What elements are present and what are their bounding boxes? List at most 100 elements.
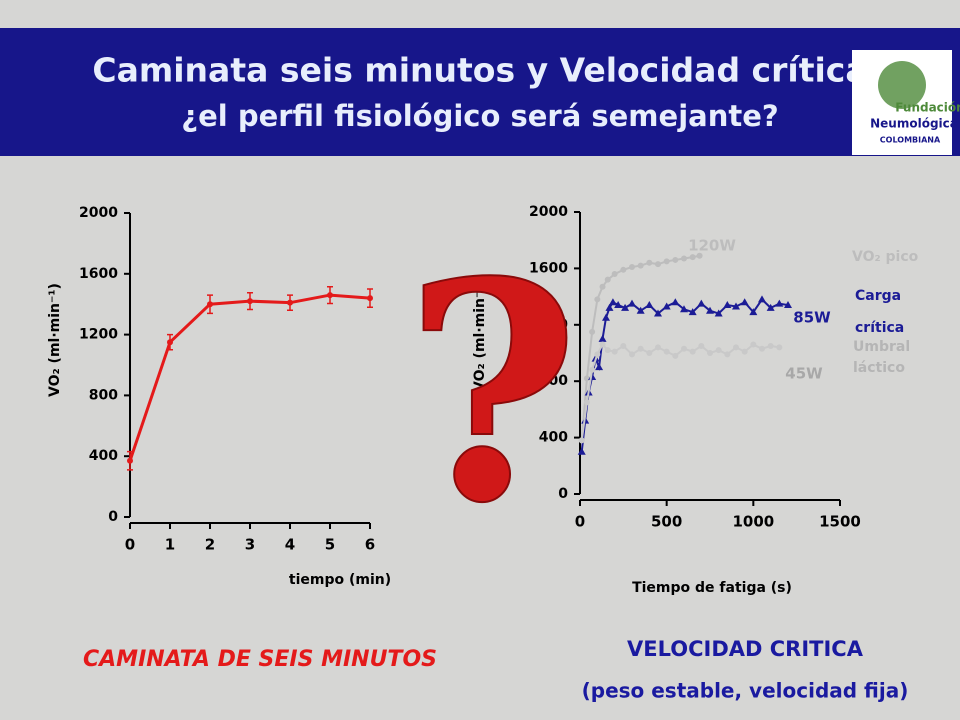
point	[602, 313, 610, 321]
point	[247, 298, 253, 305]
x-tick-label: 1000	[732, 513, 774, 531]
point	[733, 344, 739, 351]
point	[741, 348, 748, 355]
series-label: 120W	[688, 237, 736, 255]
point	[758, 295, 766, 303]
point	[629, 351, 635, 358]
caption: (peso estable, velocidad fija)	[582, 679, 909, 703]
y-tick-label: 2000	[529, 204, 568, 220]
point	[715, 347, 722, 354]
y-axis-label: VO₂ (ml·min⁻¹)	[47, 283, 63, 397]
header-band	[0, 28, 960, 156]
point	[599, 283, 606, 290]
point	[599, 341, 606, 348]
point	[598, 334, 607, 342]
y-axis-label: VO₂ (ml·min⁻¹)	[472, 278, 488, 392]
point	[662, 302, 671, 310]
x-axis-label: Tiempo de fatiga (s)	[632, 580, 792, 596]
x-tick-label: 1500	[819, 513, 861, 531]
point	[583, 399, 590, 406]
point	[646, 259, 653, 266]
point	[608, 298, 617, 306]
annotation: VO₂ pico	[852, 249, 919, 265]
caption: VELOCIDAD CRITICA	[627, 637, 864, 661]
annotation: crítica	[855, 320, 904, 336]
point	[577, 447, 586, 455]
y-tick-label: 400	[89, 448, 118, 464]
question-mark: ?	[404, 216, 580, 569]
y-tick-label: 1600	[79, 266, 118, 282]
logo-tree	[878, 61, 926, 109]
point	[167, 339, 173, 346]
point	[611, 348, 618, 355]
point	[688, 308, 697, 316]
annotation: Carga	[855, 288, 901, 304]
point	[589, 366, 596, 373]
y-tick-label: 800	[539, 373, 568, 389]
x-tick-label: 2	[205, 536, 215, 554]
y-tick-label: 1200	[529, 317, 568, 333]
x-axis-label: tiempo (min)	[289, 572, 391, 588]
slide-subtitle: ¿el perfil fisiológico será semejante?	[181, 99, 778, 133]
point	[672, 352, 679, 359]
y-tick-label: 0	[108, 509, 118, 525]
point	[578, 437, 585, 444]
point	[740, 298, 749, 306]
point	[287, 299, 293, 306]
logo-text: COLOMBIANA	[880, 136, 941, 145]
point	[706, 306, 714, 314]
point	[645, 301, 654, 309]
point	[750, 341, 757, 348]
caption: CAMINATA DE SEIS MINUTOS	[83, 647, 437, 672]
point	[620, 266, 627, 273]
logo-text: Fundación	[895, 101, 960, 115]
point	[614, 301, 623, 309]
x-tick-label: 0	[575, 513, 585, 531]
x-tick-label: 5	[325, 536, 335, 554]
y-tick-label: 0	[558, 486, 568, 502]
point	[646, 350, 653, 356]
y-tick-label: 1200	[79, 327, 118, 343]
x-tick-label: 3	[245, 536, 255, 554]
point	[620, 342, 627, 349]
point	[636, 306, 645, 314]
point	[681, 255, 687, 262]
point	[671, 298, 680, 306]
point	[663, 348, 670, 355]
point	[696, 252, 703, 259]
point	[723, 301, 732, 309]
point	[583, 375, 590, 382]
data-line	[128, 293, 371, 462]
x-tick-label: 500	[651, 513, 682, 531]
data-line	[580, 342, 780, 441]
point	[732, 302, 740, 310]
point	[766, 303, 775, 311]
point	[629, 263, 635, 270]
point	[714, 309, 723, 317]
point	[784, 301, 792, 309]
point	[611, 271, 618, 278]
point	[776, 344, 783, 351]
y-tick-label: 400	[539, 430, 568, 446]
point	[655, 344, 661, 351]
point	[605, 303, 614, 311]
point	[697, 299, 706, 307]
point	[698, 342, 705, 349]
point	[604, 347, 611, 354]
point	[681, 345, 687, 352]
y-tick-label: 800	[89, 387, 118, 403]
point	[672, 256, 679, 263]
x-tick-label: 1	[165, 536, 175, 554]
series-label: 85W	[793, 309, 831, 327]
annotation: Umbral	[853, 339, 910, 355]
y-tick-label: 2000	[79, 205, 118, 221]
point	[589, 328, 596, 335]
point	[637, 345, 644, 352]
point	[724, 351, 731, 358]
point	[775, 299, 784, 307]
y-tick-label: 1600	[529, 260, 568, 276]
point	[594, 351, 601, 358]
point	[637, 262, 644, 269]
data-line	[580, 297, 789, 452]
